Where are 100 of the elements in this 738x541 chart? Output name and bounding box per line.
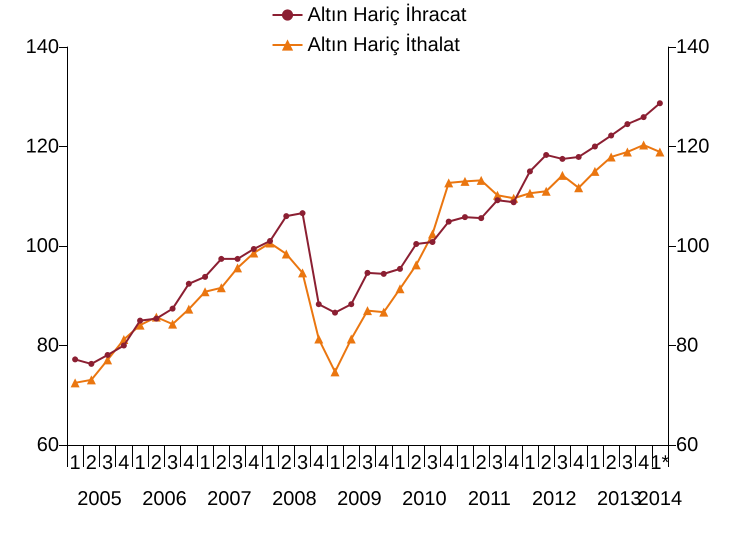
point	[316, 301, 322, 308]
point	[478, 215, 484, 222]
x-tick-label: 2	[540, 452, 552, 474]
point	[153, 316, 160, 322]
point	[576, 154, 582, 160]
point	[186, 280, 192, 287]
y2-tick-label: 60	[676, 434, 698, 456]
x-tick-label: 3	[102, 452, 114, 474]
point	[267, 238, 274, 244]
x-tick-label: 3	[232, 452, 244, 474]
x-tick-label: 2	[410, 452, 422, 474]
x-tick-label: 4	[508, 452, 520, 474]
point	[428, 230, 437, 239]
point	[184, 304, 194, 314]
point	[413, 241, 420, 248]
x-tick-label: 4	[573, 452, 584, 474]
point	[363, 306, 372, 316]
x-tick-label: 1	[134, 452, 146, 474]
x-tick-label: 1	[394, 452, 406, 474]
x-tick-label: 3	[426, 452, 438, 474]
point	[70, 378, 80, 388]
y-tick-label: 60	[36, 434, 59, 456]
x-tick-label: 1*	[650, 452, 670, 474]
point	[202, 274, 208, 280]
y-tick-label: 100	[26, 235, 59, 257]
text: 2005	[77, 488, 122, 510]
point	[104, 352, 111, 358]
point	[234, 256, 241, 262]
y-tick-label: 120	[26, 136, 59, 158]
text: 2007	[207, 488, 252, 510]
x-tick-label: 1	[459, 452, 471, 474]
y-tick-label: 140	[26, 36, 59, 58]
x-tick-label: 2	[150, 452, 162, 474]
point	[460, 176, 470, 186]
point	[380, 270, 387, 277]
x-tick-label: 4	[443, 452, 454, 474]
point	[639, 140, 648, 150]
point	[200, 287, 210, 296]
x-tick-label: 4	[183, 452, 194, 474]
point	[429, 239, 436, 246]
point	[379, 308, 388, 317]
x-tick-label: 1	[70, 452, 81, 474]
point	[590, 166, 600, 176]
point	[86, 375, 96, 384]
x-tick-label: 3	[296, 452, 308, 474]
x-tick-label: 4	[248, 452, 260, 474]
x-tick-label: 1	[200, 452, 211, 474]
point	[216, 283, 226, 292]
point	[510, 199, 517, 206]
point	[606, 152, 616, 162]
point	[574, 183, 584, 192]
x-tick-label: 3	[492, 452, 504, 474]
point	[346, 334, 356, 344]
y2-tick-label: 80	[676, 334, 698, 356]
legend-label: Altın Hariç İhracat	[308, 3, 467, 26]
point	[608, 132, 614, 139]
point	[396, 266, 403, 272]
y2-tick-label: 140	[676, 36, 710, 58]
point	[364, 270, 370, 276]
point	[88, 360, 94, 367]
point	[476, 176, 486, 185]
point	[314, 334, 324, 344]
point	[170, 306, 176, 312]
point	[446, 218, 452, 225]
text: 2009	[337, 488, 382, 510]
point	[444, 178, 454, 188]
point	[330, 367, 340, 376]
x-tick-label: 4	[118, 452, 130, 474]
y2-tick-label: 120	[676, 136, 710, 158]
point	[494, 197, 500, 204]
point	[542, 186, 551, 196]
point	[218, 256, 224, 262]
y-tick-label: 80	[36, 334, 59, 356]
text: 2011	[468, 488, 511, 510]
x-tick-label: 2	[280, 452, 292, 474]
x-tick-label: 1	[589, 452, 600, 474]
point	[462, 214, 468, 220]
point	[412, 260, 421, 270]
x-tick-label: 2	[476, 452, 487, 474]
point	[348, 301, 354, 308]
point	[655, 147, 664, 156]
text: 2012	[532, 488, 577, 510]
point	[656, 100, 663, 106]
text: 2008	[272, 488, 317, 510]
point	[300, 210, 306, 216]
x-tick-label: 4	[638, 452, 650, 474]
x-tick-label: 1	[524, 452, 536, 474]
point	[525, 188, 534, 198]
point	[250, 246, 257, 252]
x-tick-label: 2	[606, 452, 617, 474]
x-tick-label: 2	[346, 452, 357, 474]
x-tick-label: 3	[556, 452, 568, 474]
point	[282, 249, 291, 258]
x-tick-label: 3	[622, 452, 633, 474]
x-tick-label: 4	[313, 452, 324, 474]
point	[72, 356, 78, 362]
point	[543, 152, 550, 158]
point	[298, 268, 308, 278]
legend-label: Altın Hariç İthalat	[308, 33, 460, 56]
point	[624, 121, 630, 128]
